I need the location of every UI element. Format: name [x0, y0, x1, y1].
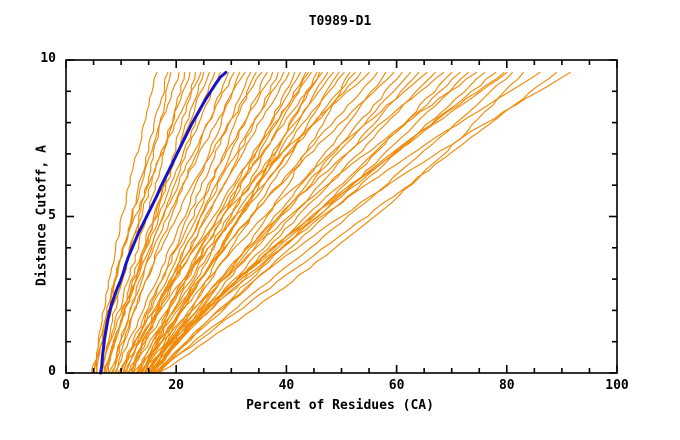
background-series-line: [132, 71, 290, 374]
y-tick-label: 5: [48, 207, 56, 223]
background-series-line: [104, 71, 235, 374]
background-series-line: [132, 71, 387, 374]
background-series-line: [141, 71, 323, 374]
highlight-series-group: [99, 71, 228, 375]
x-tick-label: 40: [278, 378, 295, 393]
x-tick-label: 20: [168, 378, 185, 393]
background-series-line: [116, 71, 263, 374]
y-tick-label: 0: [48, 364, 56, 379]
background-series-line: [144, 71, 508, 374]
y-axis-label: Distance Cutoff, A: [34, 145, 50, 286]
background-series-line: [131, 71, 312, 374]
background-series-line: [96, 71, 180, 374]
background-series-line: [120, 71, 257, 374]
background-series-line: [157, 71, 524, 374]
background-series-line: [156, 71, 557, 374]
x-tick-label: 60: [388, 378, 405, 393]
background-series-line: [143, 71, 345, 374]
background-series-line: [112, 71, 246, 374]
background-series-line: [124, 71, 370, 374]
background-series-line: [92, 71, 158, 374]
background-series-line: [154, 71, 486, 374]
background-series-line: [100, 71, 216, 374]
background-series-line: [138, 71, 395, 374]
background-series-line: [147, 71, 340, 374]
background-series-group: [90, 71, 571, 374]
background-series-line: [120, 71, 362, 374]
background-series-line: [149, 71, 478, 374]
background-series-line: [152, 71, 445, 374]
x-tick-label: 0: [62, 378, 70, 393]
background-series-line: [114, 71, 241, 374]
background-series-line: [139, 71, 318, 374]
background-series-line: [152, 71, 541, 374]
background-series-line: [130, 71, 285, 374]
y-tick-label: 10: [40, 51, 56, 66]
highlight-series-line: [99, 71, 228, 375]
x-tick-label: 100: [605, 378, 629, 393]
x-axis-label: Percent of Residues (CA): [246, 398, 434, 413]
background-series-line: [154, 71, 513, 374]
background-series-line: [151, 71, 351, 374]
background-series-line: [126, 71, 378, 374]
chart-title: T0989-D1: [308, 14, 372, 29]
background-series-line: [107, 71, 210, 374]
plot-frame-group: [65, 59, 618, 374]
background-series-line: [141, 71, 428, 374]
background-series-line: [158, 71, 571, 374]
background-series-line: [95, 71, 202, 374]
x-tick-label: 80: [498, 378, 515, 393]
background-series-line: [146, 71, 436, 374]
background-series-line: [135, 71, 307, 374]
